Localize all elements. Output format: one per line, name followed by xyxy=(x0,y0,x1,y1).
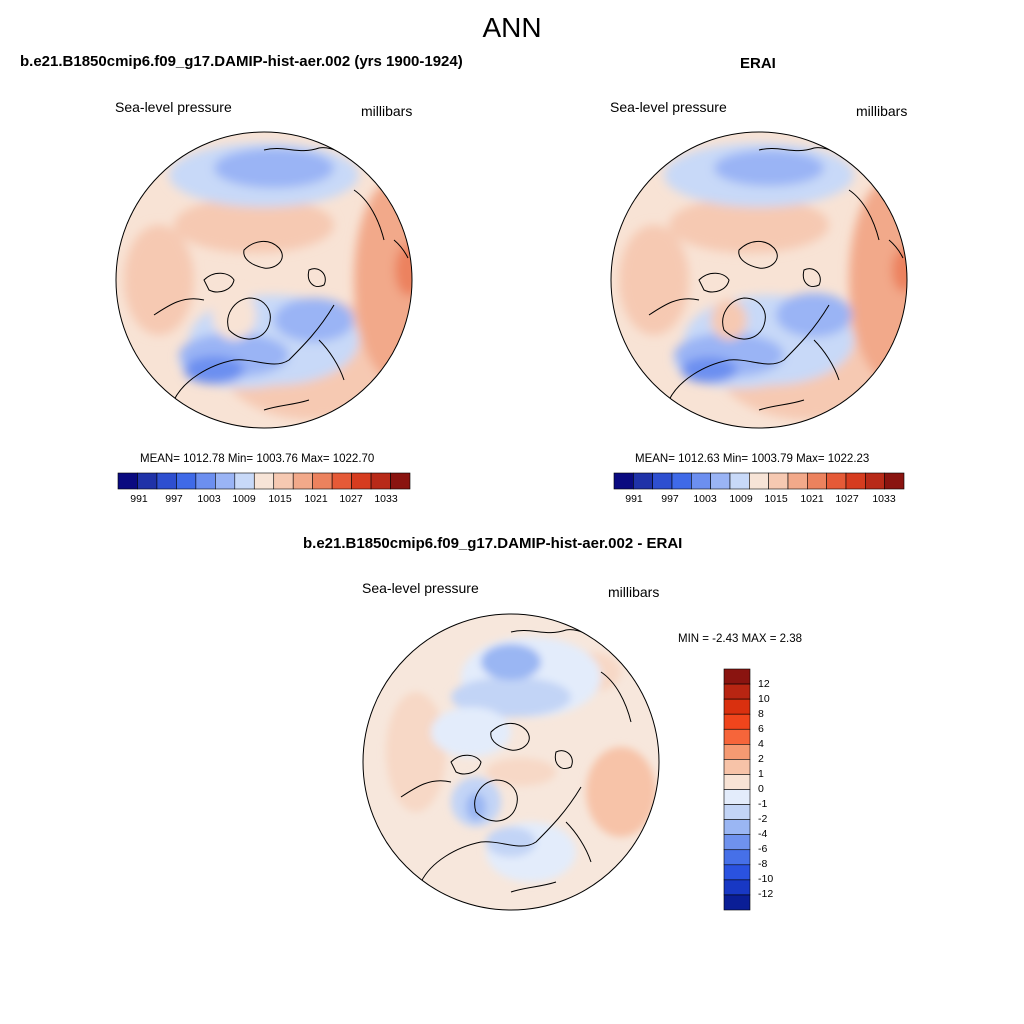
colorbar-swatch xyxy=(884,472,905,490)
cbar-tick: 1021 xyxy=(800,493,824,505)
colorbar-swatch xyxy=(331,472,352,490)
cbar-tick: 997 xyxy=(165,493,183,505)
cbar-tick: 4 xyxy=(758,738,764,750)
cbar-tick: 2 xyxy=(758,753,764,765)
colorbar-swatch xyxy=(723,864,751,881)
cbar-tick: 6 xyxy=(758,723,764,735)
cbar-tick: 1009 xyxy=(232,493,256,505)
obs-colorbar xyxy=(613,472,905,490)
cbar-tick: 997 xyxy=(661,493,679,505)
diff-stats: MIN = -2.43 MAX = 2.38 xyxy=(678,633,803,645)
figure-title: ANN xyxy=(482,12,542,43)
cbar-tick: -10 xyxy=(758,873,774,885)
colorbar-swatch xyxy=(723,744,751,760)
obs-polar-map xyxy=(610,131,908,429)
cbar-tick: 10 xyxy=(758,693,770,705)
colorbar-swatch xyxy=(234,472,255,490)
colorbar-swatch xyxy=(195,472,216,490)
colorbar-swatch xyxy=(691,472,711,490)
colorbar-swatch xyxy=(723,774,751,790)
cbar-tick: 1009 xyxy=(729,493,753,505)
colorbar-swatch xyxy=(723,668,751,685)
model-colorbar xyxy=(117,472,411,490)
colorbar-swatch xyxy=(723,894,751,911)
cbar-tick: 991 xyxy=(130,493,148,505)
diff-colorbar xyxy=(723,668,751,911)
colorbar-swatch xyxy=(807,472,827,490)
colorbar-swatch xyxy=(723,698,751,715)
colorbar-swatch xyxy=(633,472,653,490)
colorbar-swatch xyxy=(156,472,177,490)
colorbar-swatch xyxy=(351,472,372,490)
colorbar-swatch xyxy=(787,472,808,490)
colorbar-swatch xyxy=(723,879,751,896)
colorbar-swatch xyxy=(729,472,750,490)
colorbar-swatch xyxy=(176,472,197,490)
colorbar-swatch xyxy=(723,789,751,805)
colorbar-swatch xyxy=(215,472,236,490)
colorbar-swatch xyxy=(390,472,411,490)
cbar-tick: 1021 xyxy=(304,493,328,505)
cbar-tick: -8 xyxy=(758,858,768,870)
model-polar-map xyxy=(115,131,413,429)
colorbar-swatch xyxy=(273,472,294,490)
colorbar-swatch xyxy=(723,683,751,700)
cbar-tick: -1 xyxy=(758,798,768,810)
cbar-tick: 1033 xyxy=(872,493,896,505)
colorbar-swatch xyxy=(137,472,158,490)
model-colorbar-labels: 991 997 1003 1009 1015 1021 1027 1033 xyxy=(118,493,410,507)
diff-case-title: b.e21.B1850cmip6.f09_g17.DAMIP-hist-aer.… xyxy=(303,535,683,552)
model-stats: MEAN= 1012.78 Min= 1003.76 Max= 1022.70 xyxy=(140,453,375,465)
cbar-tick: 991 xyxy=(625,493,643,505)
colorbar-swatch xyxy=(723,728,751,745)
model-variable-label: Sea-level pressure xyxy=(115,99,232,115)
model-units-label: millibars xyxy=(361,103,413,119)
colorbar-swatch xyxy=(723,819,751,835)
diff-variable-label: Sea-level pressure xyxy=(362,580,479,596)
colorbar-swatch xyxy=(312,472,333,490)
cbar-tick: 12 xyxy=(758,678,770,690)
cbar-tick: 1003 xyxy=(693,493,717,505)
cbar-tick: 0 xyxy=(758,783,764,795)
colorbar-swatch xyxy=(613,472,634,490)
colorbar-swatch xyxy=(671,472,692,490)
cbar-tick: 1015 xyxy=(764,493,788,505)
colorbar-swatch xyxy=(723,804,751,820)
cbar-tick: -4 xyxy=(758,828,768,840)
cbar-tick: 1033 xyxy=(374,493,398,505)
colorbar-swatch xyxy=(845,472,866,490)
colorbar-swatch xyxy=(710,472,731,490)
diff-units-label: millibars xyxy=(608,584,660,600)
diff-polar-map xyxy=(362,613,660,911)
colorbar-swatch xyxy=(723,759,751,775)
colorbar-swatch xyxy=(826,472,847,490)
cbar-tick: 8 xyxy=(758,708,764,720)
colorbar-swatch xyxy=(723,834,751,851)
cbar-tick: -12 xyxy=(758,888,774,900)
cbar-tick: 1027 xyxy=(339,493,363,505)
colorbar-swatch xyxy=(253,472,275,490)
colorbar-swatch xyxy=(117,472,138,490)
cbar-tick: 1015 xyxy=(268,493,292,505)
obs-stats: MEAN= 1012.63 Min= 1003.79 Max= 1022.23 xyxy=(635,453,870,465)
obs-colorbar-labels: 991 997 1003 1009 1015 1021 1027 1033 xyxy=(614,493,904,507)
cbar-tick: -2 xyxy=(758,813,768,825)
colorbar-swatch xyxy=(749,472,769,490)
colorbar-swatch xyxy=(768,472,789,490)
cbar-tick: 1003 xyxy=(197,493,221,505)
colorbar-swatch xyxy=(723,713,751,730)
cbar-tick: 1 xyxy=(758,768,764,780)
colorbar-swatch xyxy=(370,472,391,490)
colorbar-swatch xyxy=(652,472,673,490)
obs-variable-label: Sea-level pressure xyxy=(610,99,727,115)
cbar-tick: -6 xyxy=(758,843,768,855)
obs-units-label: millibars xyxy=(856,103,908,119)
diff-colorbar-labels: 12 10 8 6 4 2 1 0 -1 -2 -4 -6 -8 -10 -12 xyxy=(758,669,798,910)
model-case-title: b.e21.B1850cmip6.f09_g17.DAMIP-hist-aer.… xyxy=(20,53,463,70)
colorbar-swatch xyxy=(723,849,751,866)
obs-case-title: ERAI xyxy=(740,55,776,72)
colorbar-swatch xyxy=(865,472,885,490)
colorbar-swatch xyxy=(292,472,313,490)
cbar-tick: 1027 xyxy=(835,493,859,505)
